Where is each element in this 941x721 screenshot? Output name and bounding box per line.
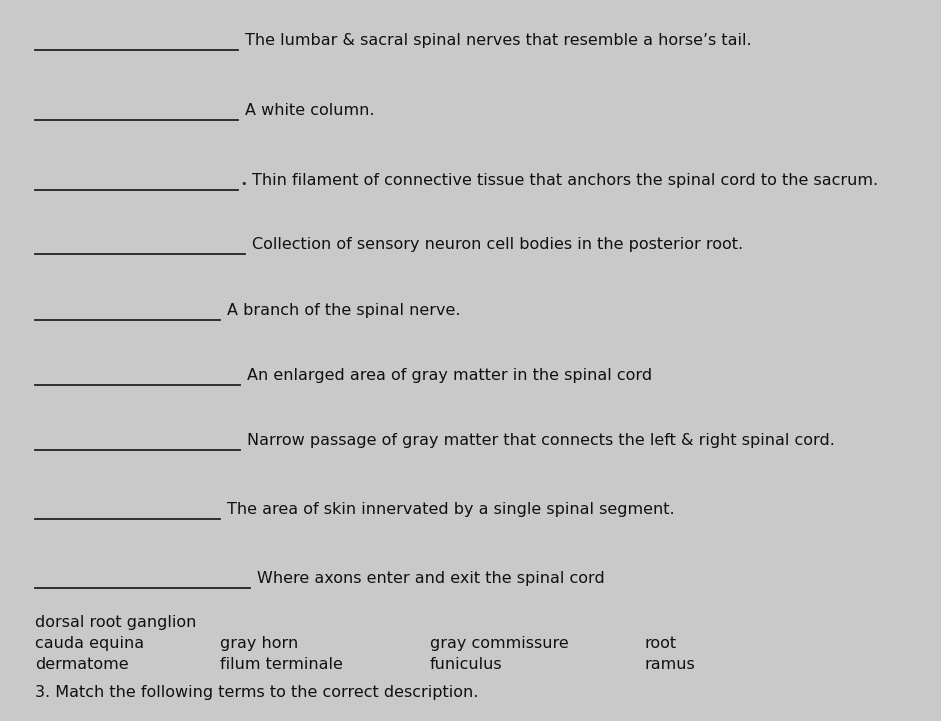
- Text: dorsal root ganglion: dorsal root ganglion: [35, 615, 197, 630]
- Text: Narrow passage of gray matter that connects the left & right spinal cord.: Narrow passage of gray matter that conne…: [247, 433, 835, 448]
- Text: ramus: ramus: [645, 657, 695, 672]
- Text: The area of skin innervated by a single spinal segment.: The area of skin innervated by a single …: [227, 502, 675, 517]
- Text: dermatome: dermatome: [35, 657, 129, 672]
- Text: Thin filament of connective tissue that anchors the spinal cord to the sacrum.: Thin filament of connective tissue that …: [252, 173, 878, 188]
- Text: Collection of sensory neuron cell bodies in the posterior root.: Collection of sensory neuron cell bodies…: [252, 237, 743, 252]
- Text: 3. Match the following terms to the correct description.: 3. Match the following terms to the corr…: [35, 685, 478, 700]
- Text: filum terminale: filum terminale: [220, 657, 343, 672]
- Text: funiculus: funiculus: [430, 657, 502, 672]
- Text: An enlarged area of gray matter in the spinal cord: An enlarged area of gray matter in the s…: [247, 368, 652, 383]
- Text: cauda equina: cauda equina: [35, 636, 144, 651]
- Text: gray horn: gray horn: [220, 636, 298, 651]
- Text: Where axons enter and exit the spinal cord: Where axons enter and exit the spinal co…: [257, 571, 605, 586]
- Text: gray commissure: gray commissure: [430, 636, 568, 651]
- Text: A white column.: A white column.: [245, 103, 375, 118]
- Text: A branch of the spinal nerve.: A branch of the spinal nerve.: [227, 303, 460, 318]
- Text: •: •: [240, 179, 247, 189]
- Text: The lumbar & sacral spinal nerves that resemble a horse’s tail.: The lumbar & sacral spinal nerves that r…: [245, 33, 752, 48]
- Text: root: root: [645, 636, 678, 651]
